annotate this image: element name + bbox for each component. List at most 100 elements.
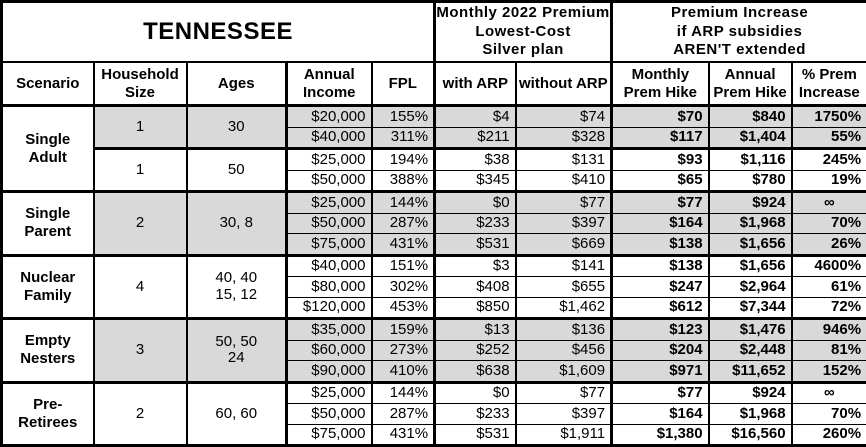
income-cell: $50,000	[287, 170, 372, 192]
scenario-cell: Single Parent	[2, 192, 94, 256]
pct-increase-cell: 19%	[792, 170, 866, 192]
without-arp-cell: $456	[516, 340, 612, 361]
without-arp-cell: $328	[516, 127, 612, 149]
table-row: 1 50 $25,000 194% $38 $131 $93 $1,116 24…	[2, 149, 866, 171]
column-header-row: Scenario Household Size Ages Annual Inco…	[2, 62, 866, 106]
monthly-hike-cell: $77	[612, 192, 709, 214]
without-arp-cell: $74	[516, 106, 612, 128]
fpl-cell: 410%	[372, 361, 435, 383]
ages-cell: 50, 50 24	[187, 319, 287, 383]
income-cell: $25,000	[287, 382, 372, 404]
annual-hike-cell: $1,116	[709, 149, 792, 171]
scenario-cell: Nuclear Family	[2, 255, 94, 319]
header-spanner-row: TENNESSEE Monthly 2022 Premium Lowest-Co…	[2, 2, 866, 63]
col-header-annual-income: Annual Income	[287, 62, 372, 106]
with-arp-cell: $850	[435, 297, 516, 319]
without-arp-cell: $669	[516, 234, 612, 256]
col-header-pct-prem-increase: % Prem Increase	[792, 62, 866, 106]
income-cell: $80,000	[287, 277, 372, 298]
pct-increase-cell: 81%	[792, 340, 866, 361]
monthly-hike-cell: $164	[612, 213, 709, 234]
household-cell: 4	[94, 255, 187, 319]
household-cell: 2	[94, 382, 187, 446]
fpl-cell: 144%	[372, 192, 435, 214]
monthly-hike-cell: $138	[612, 234, 709, 256]
premium-spanner-header: Monthly 2022 Premium Lowest-Cost Silver …	[435, 2, 612, 63]
with-arp-cell: $233	[435, 213, 516, 234]
pct-increase-cell: 1750%	[792, 106, 866, 128]
annual-hike-cell: $7,344	[709, 297, 792, 319]
pct-increase-cell: 4600%	[792, 255, 866, 277]
without-arp-cell: $77	[516, 192, 612, 214]
annual-hike-cell: $11,652	[709, 361, 792, 383]
table-row: Single Parent 2 30, 8 $25,000 144% $0 $7…	[2, 192, 866, 214]
annual-hike-cell: $1,656	[709, 234, 792, 256]
fpl-cell: 273%	[372, 340, 435, 361]
scenario-cell: Pre- Retirees	[2, 382, 94, 446]
income-cell: $60,000	[287, 340, 372, 361]
table-row: Pre- Retirees 2 60, 60 $25,000 144% $0 $…	[2, 382, 866, 404]
pct-increase-cell: ∞	[792, 192, 866, 214]
fpl-cell: 453%	[372, 297, 435, 319]
annual-hike-cell: $2,448	[709, 340, 792, 361]
with-arp-cell: $408	[435, 277, 516, 298]
without-arp-cell: $397	[516, 213, 612, 234]
monthly-hike-cell: $117	[612, 127, 709, 149]
with-arp-cell: $233	[435, 404, 516, 425]
fpl-cell: 287%	[372, 404, 435, 425]
annual-hike-cell: $840	[709, 106, 792, 128]
fpl-cell: 144%	[372, 382, 435, 404]
ages-cell: 30, 8	[187, 192, 287, 256]
income-cell: $25,000	[287, 149, 372, 171]
col-header-monthly-prem-hike: Monthly Prem Hike	[612, 62, 709, 106]
scenario-cell: Single Adult	[2, 106, 94, 192]
scenario-cell: Empty Nesters	[2, 319, 94, 383]
without-arp-cell: $1,462	[516, 297, 612, 319]
monthly-hike-cell: $612	[612, 297, 709, 319]
pct-increase-cell: 61%	[792, 277, 866, 298]
table-row: Nuclear Family 4 40, 40 15, 12 $40,000 1…	[2, 255, 866, 277]
col-header-fpl: FPL	[372, 62, 435, 106]
monthly-hike-cell: $204	[612, 340, 709, 361]
table-row: Single Adult 1 30 $20,000 155% $4 $74 $7…	[2, 106, 866, 128]
with-arp-cell: $638	[435, 361, 516, 383]
without-arp-cell: $410	[516, 170, 612, 192]
fpl-cell: 311%	[372, 127, 435, 149]
table-row: Empty Nesters 3 50, 50 24 $35,000 159% $…	[2, 319, 866, 341]
income-cell: $40,000	[287, 127, 372, 149]
with-arp-cell: $4	[435, 106, 516, 128]
with-arp-cell: $211	[435, 127, 516, 149]
without-arp-cell: $141	[516, 255, 612, 277]
pct-increase-cell: 70%	[792, 404, 866, 425]
col-header-ages: Ages	[187, 62, 287, 106]
household-cell: 2	[94, 192, 187, 256]
annual-hike-cell: $1,968	[709, 213, 792, 234]
without-arp-cell: $397	[516, 404, 612, 425]
col-header-with-arp: with ARP	[435, 62, 516, 106]
col-header-without-arp: without ARP	[516, 62, 612, 106]
monthly-hike-cell: $164	[612, 404, 709, 425]
monthly-hike-cell: $77	[612, 382, 709, 404]
income-cell: $50,000	[287, 404, 372, 425]
fpl-cell: 302%	[372, 277, 435, 298]
without-arp-cell: $1,609	[516, 361, 612, 383]
income-cell: $120,000	[287, 297, 372, 319]
monthly-hike-cell: $70	[612, 106, 709, 128]
col-header-scenario: Scenario	[2, 62, 94, 106]
income-cell: $25,000	[287, 192, 372, 214]
with-arp-cell: $252	[435, 340, 516, 361]
pct-increase-cell: 26%	[792, 234, 866, 256]
monthly-hike-cell: $138	[612, 255, 709, 277]
monthly-hike-cell: $65	[612, 170, 709, 192]
fpl-cell: 388%	[372, 170, 435, 192]
with-arp-cell: $531	[435, 234, 516, 256]
monthly-hike-cell: $93	[612, 149, 709, 171]
with-arp-cell: $38	[435, 149, 516, 171]
with-arp-cell: $345	[435, 170, 516, 192]
fpl-cell: 431%	[372, 234, 435, 256]
ages-cell: 60, 60	[187, 382, 287, 446]
ages-cell: 30	[187, 106, 287, 149]
monthly-hike-cell: $123	[612, 319, 709, 341]
pct-increase-cell: 946%	[792, 319, 866, 341]
pct-increase-cell: 72%	[792, 297, 866, 319]
